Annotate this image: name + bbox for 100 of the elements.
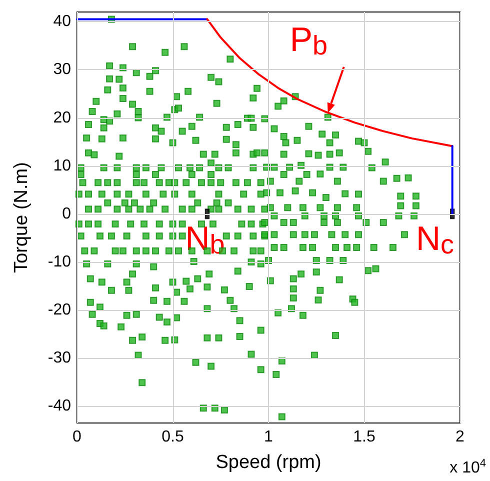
point xyxy=(204,283,211,290)
point xyxy=(296,178,303,185)
y-tick-label: -10 xyxy=(48,253,72,270)
point xyxy=(292,187,299,194)
point xyxy=(261,149,268,156)
point xyxy=(150,296,158,304)
x-axis-title: Speed (rpm) xyxy=(216,452,322,473)
point xyxy=(316,286,324,294)
point xyxy=(108,286,115,294)
point xyxy=(314,296,322,304)
point xyxy=(215,334,222,342)
y-tick-label: 40 xyxy=(53,13,72,30)
point xyxy=(248,350,255,358)
point xyxy=(355,190,362,198)
point xyxy=(270,125,278,132)
point xyxy=(290,285,297,292)
point xyxy=(380,219,387,226)
point xyxy=(336,149,343,156)
point xyxy=(280,150,288,158)
point xyxy=(125,286,132,294)
point xyxy=(316,170,324,178)
y-tick-label: 30 xyxy=(53,61,72,78)
point xyxy=(132,310,140,318)
point xyxy=(276,189,284,196)
point xyxy=(278,413,286,420)
point xyxy=(180,298,188,305)
point xyxy=(305,122,312,130)
y-tick-label: -40 xyxy=(48,398,72,415)
point xyxy=(234,268,242,275)
y-tick-label: 0 xyxy=(62,205,72,222)
point xyxy=(280,170,288,178)
annotation: Nb xyxy=(185,220,225,260)
point xyxy=(364,267,372,274)
y-tick-label: 10 xyxy=(53,157,72,174)
x-tick-label: 1.5 xyxy=(353,428,376,446)
point xyxy=(312,268,320,276)
point xyxy=(208,362,215,370)
point xyxy=(342,190,349,198)
annotation: Pb xyxy=(290,20,328,60)
annotation: Nc xyxy=(416,220,454,260)
x-tick-label: 0.5 xyxy=(162,428,184,446)
point xyxy=(274,102,282,110)
point xyxy=(310,352,318,359)
point xyxy=(299,204,306,212)
point xyxy=(123,312,130,319)
point xyxy=(192,358,200,366)
point xyxy=(257,326,264,334)
point xyxy=(134,352,142,359)
x-tick-label: 0 xyxy=(72,428,82,446)
point xyxy=(320,219,328,226)
point xyxy=(280,244,288,252)
point xyxy=(382,158,389,166)
point xyxy=(334,204,341,212)
point xyxy=(332,132,340,139)
point xyxy=(404,174,412,182)
point xyxy=(162,336,169,344)
point xyxy=(309,189,316,196)
point xyxy=(204,334,211,342)
point xyxy=(309,244,316,252)
point xyxy=(412,192,420,200)
point xyxy=(305,150,312,158)
point xyxy=(298,270,305,278)
point xyxy=(332,332,340,340)
point xyxy=(280,219,288,226)
point xyxy=(138,333,146,340)
point xyxy=(236,332,244,340)
point xyxy=(303,170,310,178)
point xyxy=(318,130,326,138)
line-series xyxy=(206,18,454,148)
point xyxy=(326,150,334,158)
point xyxy=(152,284,160,292)
point xyxy=(186,285,194,292)
point xyxy=(344,244,351,252)
point xyxy=(393,174,400,182)
point xyxy=(342,231,349,238)
point xyxy=(156,314,163,321)
point xyxy=(129,270,136,278)
point xyxy=(412,202,420,210)
point xyxy=(246,282,253,290)
point xyxy=(370,244,378,252)
point xyxy=(355,138,362,145)
point xyxy=(150,263,158,270)
point xyxy=(220,286,228,294)
point xyxy=(88,310,96,318)
point xyxy=(353,204,360,212)
point xyxy=(380,178,387,185)
point xyxy=(98,278,106,286)
point xyxy=(280,97,288,104)
point xyxy=(270,231,278,238)
point xyxy=(272,370,280,378)
point xyxy=(270,244,278,252)
point xyxy=(290,219,297,226)
point xyxy=(326,139,334,146)
point xyxy=(389,244,396,252)
y-tick-label: -30 xyxy=(48,350,72,367)
point xyxy=(220,406,228,414)
point xyxy=(294,136,301,144)
point xyxy=(351,298,358,306)
point xyxy=(96,304,104,311)
point xyxy=(353,244,360,252)
